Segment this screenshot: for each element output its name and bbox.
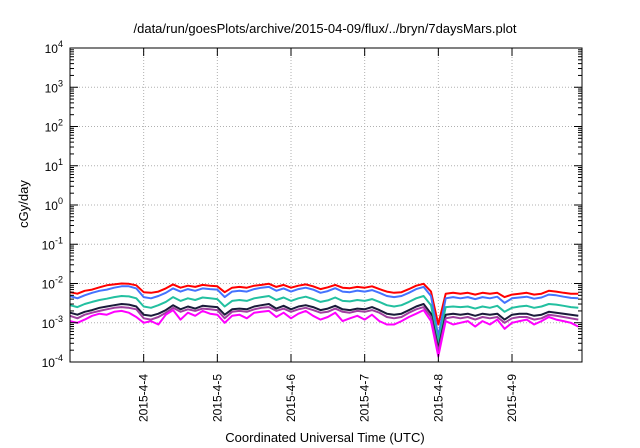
y-axis-label: cGy/day bbox=[16, 180, 31, 228]
series-line-3 bbox=[69, 295, 579, 344]
x-tick-label: 2015-4-9 bbox=[505, 374, 519, 422]
y-tick-base: 10 bbox=[45, 81, 59, 95]
y-tick-label: 101 bbox=[45, 157, 63, 174]
series-line-2 bbox=[69, 285, 579, 338]
y-tick-exponent: -3 bbox=[55, 314, 63, 324]
y-tick-exponent: 4 bbox=[58, 39, 63, 49]
y-tick-base: 10 bbox=[42, 317, 56, 331]
y-tick-label: 100 bbox=[45, 196, 63, 213]
chart-title: /data/run/goesPlots/archive/2015-04-09/f… bbox=[134, 21, 517, 36]
y-tick-base: 10 bbox=[45, 42, 59, 56]
y-tick-label: 10-3 bbox=[42, 314, 63, 331]
x-tick-label: 2015-4-8 bbox=[431, 374, 445, 422]
y-tick-exponent: 0 bbox=[58, 196, 63, 206]
x-tick-label: 2015-4-5 bbox=[210, 374, 224, 422]
series-line-1 bbox=[69, 282, 579, 326]
series-line-5 bbox=[69, 306, 579, 353]
y-tick-base: 10 bbox=[45, 121, 59, 135]
y-tick-base: 10 bbox=[42, 278, 56, 292]
y-tick-label: 10-1 bbox=[42, 235, 63, 252]
y-tick-exponent: 2 bbox=[58, 118, 63, 128]
y-tick-label: 10-2 bbox=[42, 275, 63, 292]
y-tick-exponent: -4 bbox=[55, 353, 63, 363]
y-tick-label: 103 bbox=[45, 78, 63, 95]
y-tick-label: 10-4 bbox=[42, 353, 63, 370]
x-tick-label: 2015-4-6 bbox=[284, 374, 298, 422]
x-tick-label: 2015-4-4 bbox=[137, 374, 151, 422]
y-tick-base: 10 bbox=[42, 238, 56, 252]
y-tick-exponent: 1 bbox=[58, 157, 63, 167]
x-tick-label: 2015-4-7 bbox=[358, 374, 372, 422]
y-tick-label: 102 bbox=[45, 118, 63, 135]
y-tick-exponent: 3 bbox=[58, 78, 63, 88]
grid-lines bbox=[70, 48, 582, 362]
series-lines bbox=[69, 282, 579, 358]
y-tick-exponent: -2 bbox=[55, 275, 63, 285]
y-tick-label: 104 bbox=[45, 39, 63, 56]
axis-ticks bbox=[70, 47, 582, 363]
x-axis-label: Coordinated Universal Time (UTC) bbox=[225, 430, 424, 445]
y-tick-base: 10 bbox=[42, 356, 56, 370]
series-line-4 bbox=[69, 303, 579, 350]
series-line-6 bbox=[69, 309, 579, 358]
x-tick-labels: 2015-4-4 2015-4-5 2015-4-6 2015-4-7 2015-4-8… bbox=[137, 374, 519, 422]
y-tick-exponent: -1 bbox=[55, 235, 63, 245]
y-tick-base: 10 bbox=[45, 199, 59, 213]
y-tick-base: 10 bbox=[45, 160, 59, 174]
